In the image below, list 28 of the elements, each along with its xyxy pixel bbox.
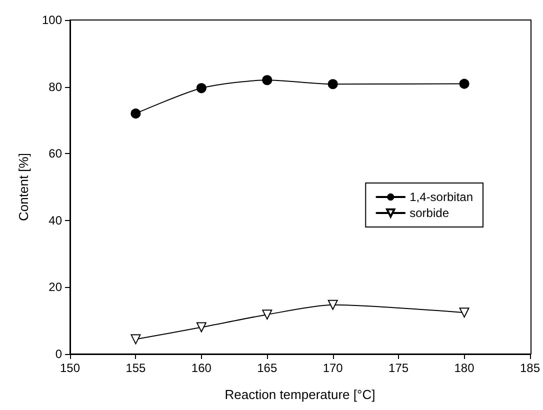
point (196, 322, 206, 332)
point (459, 308, 470, 318)
x-tick-label: 170 (322, 361, 344, 375)
point (196, 83, 206, 94)
point (262, 310, 272, 320)
y-tick-label: 0 (55, 347, 62, 361)
legend-label: 1,4-sorbitan (410, 190, 474, 204)
x-tick-label: 185 (520, 361, 540, 375)
y-tick-label: 40 (48, 213, 62, 228)
point (459, 78, 470, 89)
x-axis-title: Reaction temperature [°C] (224, 387, 376, 402)
y-tick-label: 100 (42, 13, 62, 27)
x-tick-label: 160 (191, 361, 212, 375)
point (328, 79, 338, 90)
y-axis-title: Content [%] (16, 153, 31, 221)
y-tick-label: 80 (48, 80, 62, 94)
x-tick-label: 155 (126, 361, 146, 375)
point (130, 108, 141, 119)
point (130, 334, 141, 344)
point (262, 75, 272, 86)
y-tick-label: 60 (48, 146, 62, 161)
x-tick-label: 180 (454, 361, 475, 375)
y-tick-label: 20 (48, 280, 62, 294)
point (328, 300, 338, 310)
x-tick-label: 165 (257, 361, 278, 375)
x-tick-label: 150 (60, 361, 80, 375)
legend-label: sorbide (410, 206, 450, 220)
x-tick-label: 175 (388, 361, 409, 375)
